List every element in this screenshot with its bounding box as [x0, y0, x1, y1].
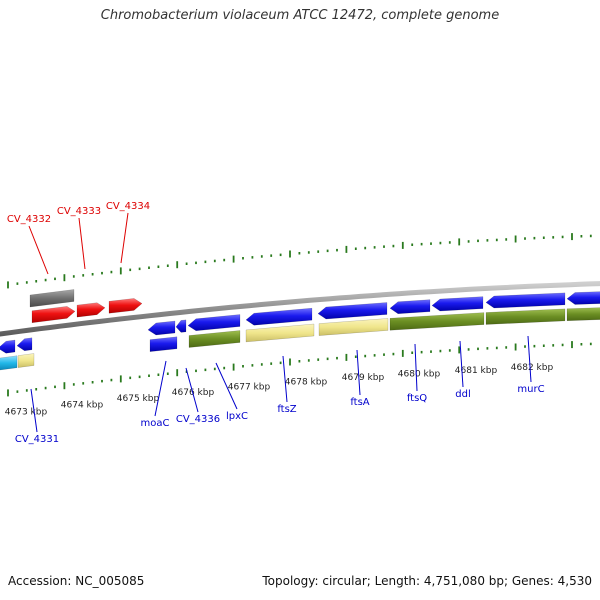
leader-line [414, 343, 418, 392]
feature-layer [0, 289, 600, 371]
gene-label: lpxC [226, 411, 248, 422]
gray-feature [29, 289, 75, 308]
olive-feature [485, 308, 566, 325]
gene-label: ftsZ [277, 404, 296, 415]
gene-label: ftsA [350, 397, 369, 408]
gene-arrow-ftsa [317, 302, 388, 320]
leader-line [215, 362, 238, 410]
gene-arrow-ddl [431, 296, 484, 312]
gene-arrow-lpxc [187, 314, 241, 332]
olive-feature [566, 307, 600, 322]
gene-arrow-cv-4332 [31, 306, 76, 324]
gene-arrow-next [566, 291, 600, 305]
gene-label: CV_4331 [15, 434, 59, 445]
gene-arrow-ftsz [245, 307, 313, 326]
scale-label: 4677 kbp [228, 383, 271, 393]
leader-line [185, 367, 199, 413]
khaki-feature [245, 323, 315, 343]
olive-feature [389, 312, 485, 331]
scale-label: 4675 kbp [117, 394, 160, 404]
gene-label: moaC [141, 418, 170, 429]
gene-arrow-fragment [16, 337, 33, 352]
leader-line [154, 360, 167, 417]
gene-arrow-cv-4333 [76, 302, 106, 318]
gene-label: ddl [455, 389, 470, 400]
topology-summary: Topology: circular; Length: 4,751,080 bp… [262, 574, 592, 588]
khaki-feature [17, 353, 35, 368]
scale-label: 4673 kbp [5, 408, 48, 418]
olive-feature [188, 330, 241, 348]
leader-line [28, 225, 49, 275]
scale-label: 4682 kbp [511, 363, 554, 373]
tick-layer [7, 233, 592, 397]
scale-label: 4679 kbp [342, 373, 385, 383]
scale-label: 4681 kbp [455, 366, 498, 376]
gene-arrow-cv-4331 [0, 339, 16, 354]
scale-label: 4680 kbp [398, 369, 441, 379]
gene-arrow-ftsq [389, 299, 431, 314]
leader-line [30, 388, 38, 433]
leader-line [459, 340, 464, 388]
gene-label: CV_4336 [176, 414, 220, 425]
leader-line [282, 355, 288, 403]
scale-label: 4674 kbp [61, 401, 104, 411]
leader-line [356, 349, 361, 396]
blue-feature [149, 336, 178, 352]
leader-line [120, 212, 129, 264]
accession-text: Accession: NC_005085 [8, 574, 145, 588]
gene-label: CV_4333 [57, 206, 101, 217]
gene-label: CV_4334 [106, 201, 150, 212]
backbone-layer [0, 281, 600, 337]
leader-line [527, 335, 532, 383]
map-title: Chromobacterium violaceum ATCC 12472, co… [100, 8, 500, 23]
genome-backbone [0, 281, 600, 337]
gene-label: ftsQ [407, 393, 427, 404]
leader-line [78, 217, 86, 270]
gene-arrow-moac [147, 320, 176, 336]
gene-arrow-murc [485, 292, 566, 309]
gene-label: murC [517, 384, 544, 395]
gene-arrow-small [175, 319, 187, 333]
scale-label: 4678 kbp [285, 378, 328, 388]
gene-label: CV_4332 [7, 214, 51, 225]
cyan-feature [0, 355, 18, 371]
gene-arrow-cv-4334 [108, 298, 143, 314]
khaki-feature [318, 318, 389, 336]
